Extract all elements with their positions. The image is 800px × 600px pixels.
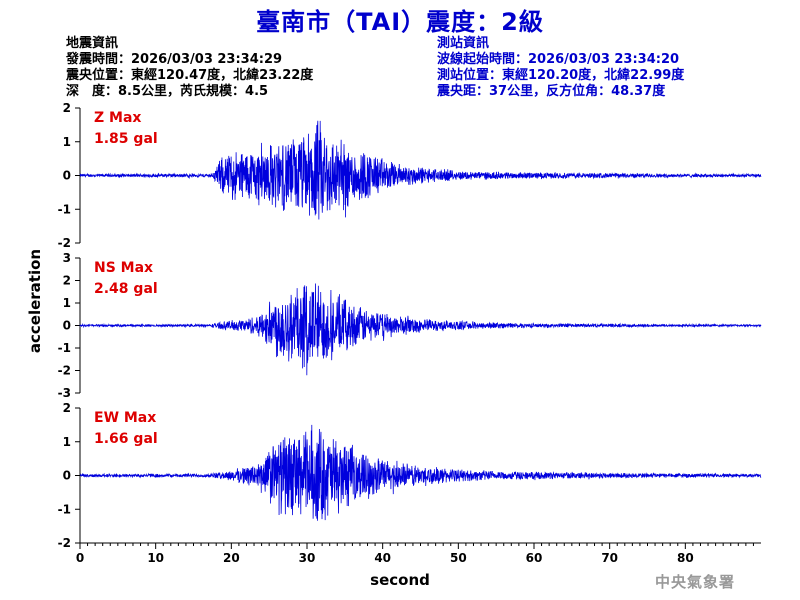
y-tick-label: -1 [58, 202, 71, 216]
page-title: 臺南市（TAI）震度：2級 [256, 8, 544, 36]
y-tick-label: 0 [63, 469, 71, 483]
waveform-ns [79, 283, 762, 376]
depth-magnitude: 深 度：8.5公里，芮氏規模：4.5 [66, 84, 269, 99]
y-tick-label: 2 [63, 274, 71, 288]
waveform-ew [79, 424, 762, 521]
y-tick-label: -2 [58, 536, 71, 550]
station-info: 測站資訊 波線起始時間：2026/03/03 23:34:20 測站位置：東經1… [437, 36, 684, 100]
x-tick-label: 0 [76, 551, 84, 565]
x-tick-label: 50 [450, 551, 467, 565]
x-tick-label: 40 [374, 551, 391, 565]
y-tick-label: 1 [63, 435, 71, 449]
max-label-z: Z Max [94, 110, 141, 126]
origin-time: 發震時間：2026/03/03 23:34:29 [66, 52, 283, 67]
max-value-ns: 2.48 gal [94, 281, 158, 297]
distance-azimuth: 震央距：37公里，反方位角：48.37度 [437, 84, 666, 99]
agency-credit: 中央氣象署 [655, 573, 736, 591]
y-tick-label: -1 [58, 502, 71, 516]
y-axis-label: acceleration [26, 248, 44, 354]
station-info-heading: 測站資訊 [437, 36, 490, 51]
waveform-z [79, 120, 762, 220]
max-value-z: 1.85 gal [94, 131, 158, 147]
max-label-ew: EW Max [94, 410, 156, 426]
x-tick-label: 30 [299, 551, 316, 565]
earthquake-info: 地震資訊 發震時間：2026/03/03 23:34:29 震央位置：東經120… [66, 36, 313, 100]
x-tick-label: 80 [677, 551, 694, 565]
x-tick-label: 10 [147, 551, 164, 565]
y-tick-label: 2 [63, 401, 71, 415]
y-tick-label: 0 [63, 169, 71, 183]
max-value-ew: 1.66 gal [94, 431, 158, 447]
max-label-ns: NS Max [94, 260, 153, 276]
x-axis-label: second [370, 571, 430, 589]
x-tick-label: 70 [601, 551, 618, 565]
x-tick-label: 60 [526, 551, 543, 565]
x-tick-label: 20 [223, 551, 240, 565]
epicenter-location: 震央位置：東經120.47度，北緯23.22度 [66, 68, 314, 83]
earthquake-info-heading: 地震資訊 [66, 36, 119, 51]
y-tick-label: -1 [58, 341, 71, 355]
y-tick-label: -2 [58, 236, 71, 250]
y-tick-label: 2 [63, 101, 71, 115]
y-tick-label: -2 [58, 364, 71, 378]
y-tick-label: 1 [63, 296, 71, 310]
y-tick-label: 0 [63, 319, 71, 333]
wave-start-time: 波線起始時間：2026/03/03 23:34:20 [437, 52, 680, 67]
station-location: 測站位置：東經120.20度，北緯22.99度 [437, 68, 685, 83]
y-tick-label: 1 [63, 135, 71, 149]
y-tick-label: -3 [58, 386, 71, 400]
y-tick-label: 3 [63, 251, 71, 265]
